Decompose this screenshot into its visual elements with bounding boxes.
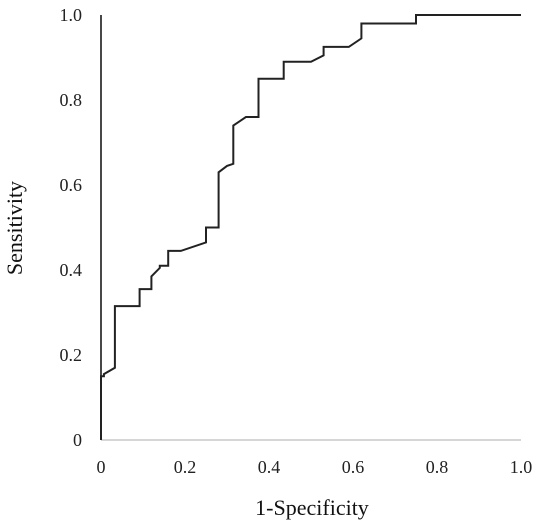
y-tick-labels: 0 0.2 0.4 0.6 0.8 1.0 — [60, 5, 83, 450]
y-tick-label: 1.0 — [60, 5, 83, 25]
x-tick-label: 0 — [97, 457, 106, 477]
x-tick-labels: 0 0.2 0.4 0.6 0.8 1.0 — [97, 457, 533, 477]
y-axis-label: Sensitivity — [2, 181, 27, 275]
y-tick-label: 0.6 — [60, 175, 83, 195]
plot-area: 0 0.2 0.4 0.6 0.8 1.0 0 0.2 0.4 0.6 0.8 1.0 — [60, 5, 533, 477]
series-group — [100, 14, 521, 440]
y-tick-label: 0.8 — [60, 90, 83, 110]
x-tick-label: 0.4 — [258, 457, 281, 477]
x-tick-label: 0.8 — [426, 457, 449, 477]
x-tick-label: 1.0 — [510, 457, 533, 477]
y-tick-label: 0.4 — [60, 260, 83, 280]
roc-curve — [100, 14, 521, 440]
x-axis-label: 1-Specificity — [255, 495, 369, 520]
y-tick-label: 0 — [73, 430, 82, 450]
x-tick-label: 0.2 — [174, 457, 197, 477]
x-tick-label: 0.6 — [342, 457, 365, 477]
y-tick-label: 0.2 — [60, 345, 83, 365]
